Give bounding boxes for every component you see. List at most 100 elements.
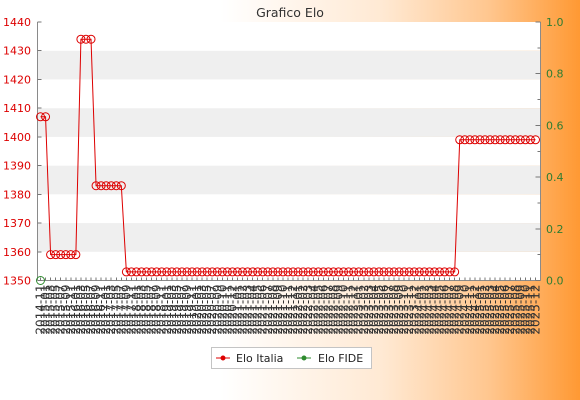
data-point-elo-italia [374,267,384,277]
legend-label-elo-italia: Elo Italia [236,352,283,365]
x-tick-label: 2018-05 [140,285,154,335]
x-tick-label: 2025-07 [503,285,517,335]
x-tick-label: 2014-11 [34,285,48,335]
data-point-elo-italia [445,267,455,277]
x-tick-label: 2022-06 [316,285,330,335]
data-point-elo-italia [379,267,389,277]
data-point-elo-italia [429,267,439,277]
y-left-tick-label: 1420 [3,73,31,86]
x-tick-label: 2025-01 [473,285,487,335]
x-tick-label: 2023-05 [372,285,386,335]
data-point-elo-italia [202,267,212,277]
x-tick-label: 2021-09 [271,285,285,335]
chart-title: Grafico Elo [256,5,324,20]
legend-label-elo-fide: Elo FIDE [318,352,363,365]
data-point-elo-italia [162,267,172,277]
data-point-elo-italia [253,267,263,277]
data-point-elo-italia [465,135,475,145]
data-point-elo-italia [46,250,56,260]
data-point-elo-italia [293,267,303,277]
y-right-tick-label: 0.8 [546,68,564,81]
x-tick-label: 2018-11 [155,285,169,335]
y-right-tick-label: 1.0 [546,16,564,29]
data-point-elo-italia [232,267,242,277]
data-point-elo-italia [152,267,162,277]
data-point-elo-italia [339,267,349,277]
x-tick-label: 2025-11 [523,285,537,335]
x-tick-label: 2024-08 [448,285,462,335]
x-tick-label: 2017-05 [109,285,123,335]
data-point-elo-italia [323,267,333,277]
x-tick-label: 2015-03 [44,285,58,335]
data-point-elo-italia [455,135,465,145]
legend-marker-elo-fide [301,355,307,361]
data-point-elo-italia [460,135,470,145]
x-tick-label: 2016-05 [79,285,93,335]
x-tick-label: 2024-12 [468,285,482,335]
data-point-elo-italia [450,267,460,277]
data-point-elo-italia [91,181,101,191]
x-tick-label: 2018-09 [150,285,164,335]
x-tick-label: 2024-01 [412,285,426,335]
y-right-tick-label: 0.4 [546,171,564,184]
x-tick-label: 2024-05 [433,285,447,335]
x-tick-label: 2015-09 [59,285,73,335]
x-tick-label: 2021-07 [261,285,275,335]
data-point-elo-italia [475,135,485,145]
x-tick-label: 2022-02 [296,285,310,335]
x-tick-label: 2022-05 [311,285,325,335]
data-point-elo-italia [187,267,197,277]
x-tick-label: 2024-11 [463,285,477,335]
x-tick-label: 2022-04 [306,285,320,335]
y-right-tick-label: 0.6 [546,119,564,132]
grid-band [37,223,541,252]
data-point-elo-italia [318,267,328,277]
x-tick-label: 2023-08 [387,285,401,335]
grid-band [37,165,541,195]
data-point-elo-italia [157,267,167,277]
x-tick-label: 2019-11 [185,285,199,335]
x-tick-label: 2025-03 [483,284,497,334]
data-point-elo-italia [41,112,51,122]
y-right-tick-label: 0.2 [546,223,564,236]
data-point-elo-italia [500,135,510,145]
grid-band [37,50,541,80]
data-point-elo-italia [389,267,399,277]
grid-band [37,79,541,109]
data-point-elo-italia [142,267,152,277]
x-tick-label: 2019-09 [180,285,194,335]
data-point-elo-italia [510,135,520,145]
x-tick-label: 2024-04 [427,285,441,335]
data-point-elo-italia [61,250,71,260]
y-left-tick-label: 1430 [3,45,31,58]
data-point-elo-italia [167,267,177,277]
x-tick-label: 2022-03 [301,285,315,335]
data-point-elo-italia [490,135,500,145]
data-point-elo-italia [359,267,369,277]
data-point-elo-italia [268,267,278,277]
data-point-elo-italia [525,135,535,145]
data-point-elo-italia [147,267,157,277]
x-tick-label: 2016-07 [84,285,98,335]
x-tick-label: 2020-05 [200,285,214,335]
legend-item-elo-italia: Elo Italia [216,352,283,365]
x-tick-label: 2020-03 [195,285,209,335]
y-left-tick-label: 1370 [3,217,31,230]
x-tick-label: 2022-07 [321,285,335,335]
data-point-elo-italia [313,267,323,277]
legend-box [211,347,372,369]
x-tick-label: 2017-07 [114,285,128,335]
series-line-elo-italia [40,38,536,273]
x-tick-label: 2018-03 [135,285,149,335]
x-tick-label: 2016-01 [69,285,83,335]
data-point-elo-italia [328,267,338,277]
x-tick-label: 2021-03 [241,285,255,335]
x-tick-label: 2024-03 [422,285,436,335]
x-tick-label: 2015-07 [54,285,68,335]
data-point-elo-italia [414,267,424,277]
data-point-elo-italia [440,267,450,277]
data-point-elo-italia [51,250,61,260]
x-tick-label: 2024-07 [443,285,457,335]
x-tick-label: 2022-08 [326,285,340,335]
axes [37,21,541,281]
